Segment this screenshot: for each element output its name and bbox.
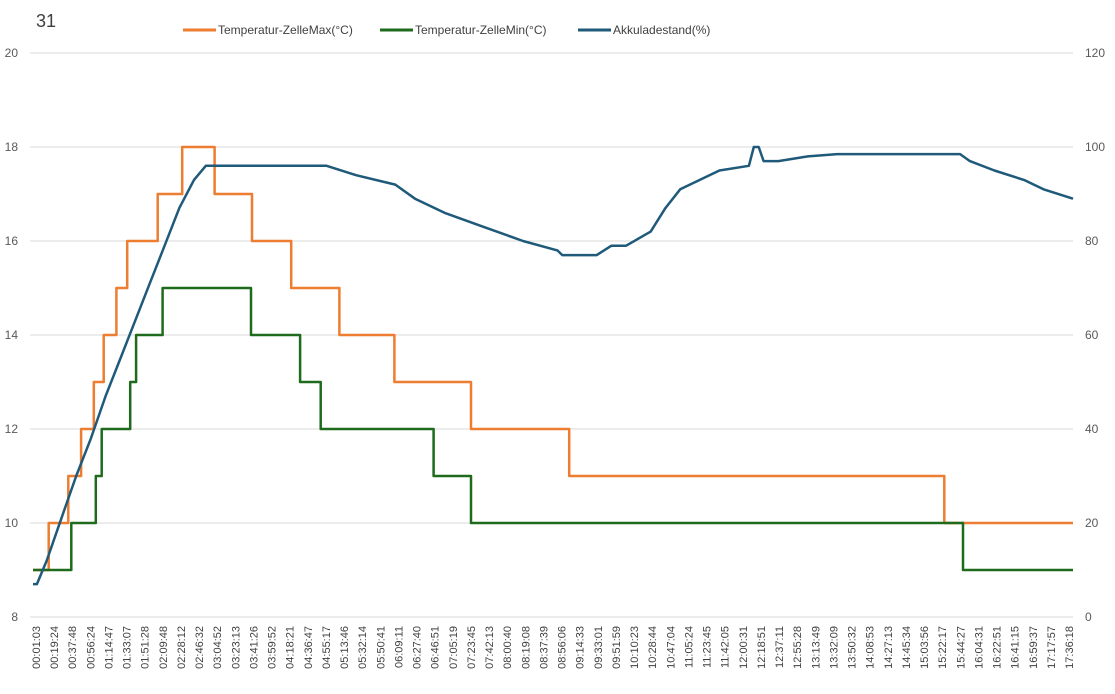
y-left-tick-label: 18 (5, 140, 19, 154)
x-tick-label: 05:32:14 (357, 626, 369, 669)
y-left-tick-label: 20 (5, 46, 19, 60)
x-tick-label: 04:36:47 (303, 626, 315, 669)
x-tick-label: 17:36:18 (1064, 626, 1076, 669)
x-tick-label: 06:46:51 (430, 626, 442, 669)
x-tick-label: 09:14:33 (575, 626, 587, 669)
x-tick-label: 11:05:24 (683, 626, 695, 668)
chart-title: 31 (36, 11, 56, 31)
x-tick-label: 05:50:41 (375, 626, 387, 669)
y-right-tick-label: 100 (1085, 140, 1105, 154)
y-left-tick-label: 10 (5, 516, 19, 530)
legend-label: Temperatur-ZelleMax(°C) (218, 23, 353, 37)
x-tick-label: 00:56:24 (85, 626, 97, 669)
series-lines (33, 145, 1074, 586)
x-tick-label: 02:09:48 (158, 626, 170, 669)
x-tick-label: 02:46:32 (194, 626, 206, 669)
x-tick-label: 08:00:40 (502, 626, 514, 669)
y-right-tick-label: 0 (1085, 610, 1092, 624)
y-left-tick-label: 14 (5, 328, 19, 342)
x-tick-label: 13:32:09 (828, 626, 840, 669)
x-tick-label: 12:55:28 (792, 626, 804, 669)
x-tick-label: 14:08:53 (865, 626, 877, 669)
x-tick-label: 11:42:05 (720, 626, 732, 668)
legend-label: Akkuladestand(%) (613, 23, 710, 37)
y-right-tick-label: 20 (1085, 516, 1099, 530)
x-tick-label: 07:05:19 (448, 626, 460, 669)
x-tick-label: 08:56:06 (557, 626, 569, 669)
x-tick-label: 10:10:23 (629, 626, 641, 669)
x-tick-label: 05:13:46 (339, 626, 351, 669)
x-tick-label: 08:19:08 (520, 626, 532, 669)
x-tick-label: 16:04:31 (973, 626, 985, 669)
x-tick-label: 03:41:26 (248, 626, 260, 669)
x-tick-label: 06:27:40 (412, 626, 424, 669)
x-tick-label: 14:27:13 (883, 626, 895, 669)
x-tick-label: 04:55:17 (321, 626, 333, 669)
x-tick-label: 02:28:12 (176, 626, 188, 669)
series-line-2 (33, 286, 1073, 572)
x-tick-label: 00:01:03 (31, 626, 43, 669)
x-tick-label: 09:33:01 (593, 626, 605, 669)
y-right-axis: 0 20 40 60 80 100 120 (1085, 46, 1105, 624)
gridlines (30, 52, 1073, 618)
x-tick-label: 17:17:57 (1046, 626, 1058, 669)
x-tick-label: 03:59:52 (267, 626, 279, 669)
x-tick-label: 00:19:24 (49, 626, 61, 669)
x-tick-label: 12:18:51 (756, 626, 768, 669)
x-tick-label: 04:18:21 (285, 626, 297, 669)
y-right-tick-label: 60 (1085, 328, 1099, 342)
x-tick-label: 07:42:13 (484, 626, 496, 669)
x-tick-label: 03:04:52 (212, 626, 224, 669)
x-tick-label: 16:22:51 (992, 626, 1004, 669)
y-left-axis: 8 10 12 14 16 18 20 (5, 46, 19, 624)
x-tick-label: 14:45:34 (901, 626, 913, 669)
x-tick-label: 13:50:32 (847, 626, 859, 669)
y-left-tick-label: 12 (5, 422, 19, 436)
legend-label: Temperatur-ZelleMin(°C) (415, 23, 547, 37)
x-tick-label: 10:28:44 (647, 626, 659, 669)
y-left-tick-label: 8 (11, 610, 18, 624)
y-right-tick-label: 40 (1085, 422, 1099, 436)
x-tick-label: 01:14:47 (103, 626, 115, 669)
x-tick-label: 08:37:39 (538, 626, 550, 669)
x-tick-label: 01:33:07 (122, 626, 134, 669)
x-tick-label: 15:03:56 (919, 626, 931, 669)
x-tick-label: 09:51:59 (611, 626, 623, 669)
x-tick-label: 15:22:17 (937, 626, 949, 669)
x-tick-label: 12:00:31 (738, 626, 750, 669)
x-axis: 00:01:03 00:19:24 00:37:48 00:56:24 01:14:47… (31, 626, 1076, 669)
x-tick-label: 15:44:27 (955, 626, 967, 669)
series-line-3 (33, 145, 1074, 586)
series-line-1 (33, 145, 1073, 572)
x-tick-label: 06:09:11 (393, 626, 405, 668)
x-tick-label: 07:23:45 (466, 626, 478, 669)
x-tick-label: 12:37:11 (774, 626, 786, 668)
x-tick-label: 03:23:13 (230, 626, 242, 669)
x-tick-label: 16:59:37 (1028, 626, 1040, 669)
x-tick-label: 00:37:48 (67, 626, 79, 669)
y-right-tick-label: 80 (1085, 234, 1099, 248)
y-right-tick-label: 120 (1085, 46, 1105, 60)
legend: Temperatur-ZelleMax(°C) Temperatur-ZelleM… (183, 23, 710, 37)
x-tick-label: 10:47:04 (665, 626, 677, 669)
y-left-tick-label: 16 (5, 234, 19, 248)
x-tick-label: 13:13:49 (810, 626, 822, 669)
x-tick-label: 11:23:45 (702, 626, 714, 668)
x-tick-label: 16:41:15 (1010, 626, 1022, 669)
x-tick-label: 01:51:28 (140, 626, 152, 669)
